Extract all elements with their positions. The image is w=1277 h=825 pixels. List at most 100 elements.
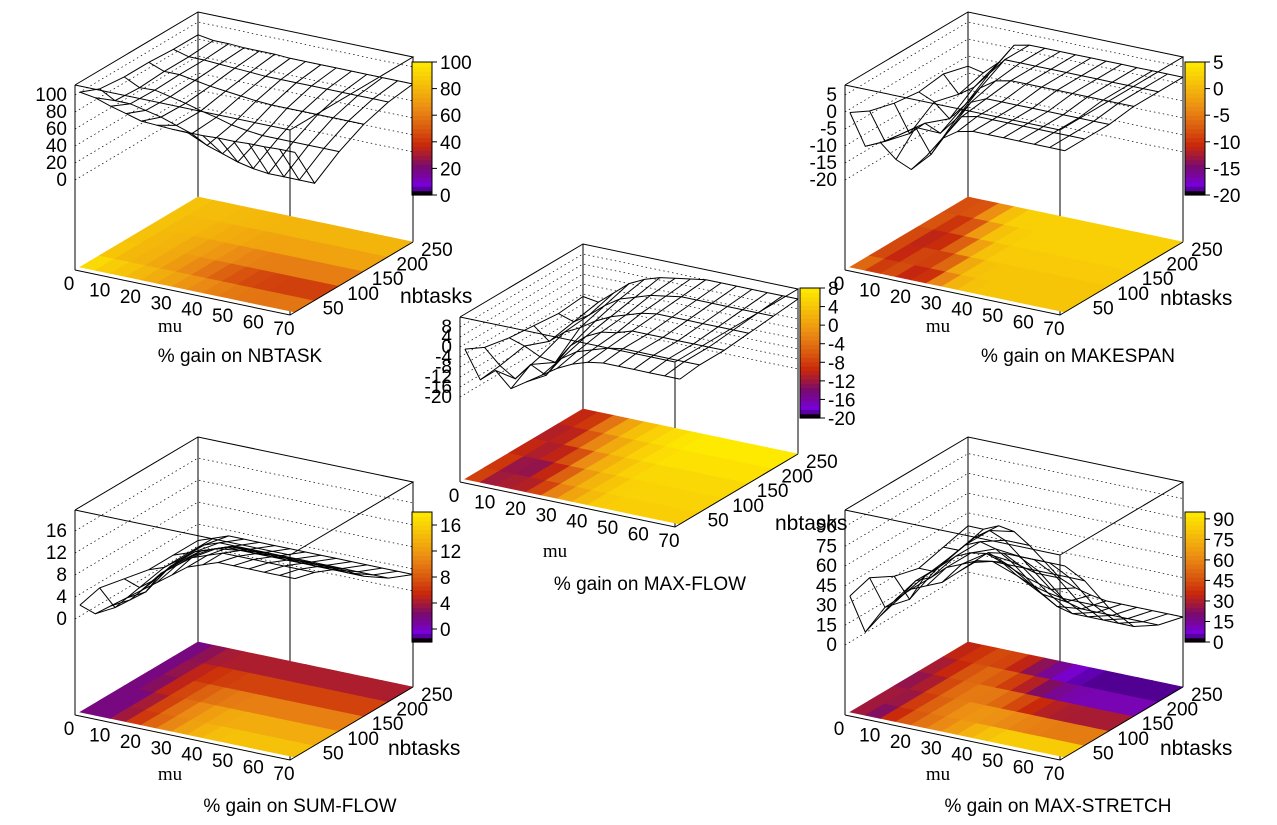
z-tick-label: 5 <box>826 85 837 106</box>
colorbar-segment <box>800 361 820 367</box>
y-tick-label: 250 <box>1191 685 1223 706</box>
colorbar-tick-label: 0 <box>440 186 451 207</box>
surface-line <box>880 62 1000 144</box>
x-tick-label: 20 <box>505 499 526 520</box>
colorbar-tick-label: 60 <box>440 106 461 127</box>
x-tick-label: 40 <box>181 745 202 766</box>
surface-line <box>1003 63 1122 139</box>
z-grid-line <box>844 492 1184 567</box>
y-tick-label: 200 <box>781 467 813 488</box>
colorbar-segment <box>412 512 432 517</box>
colorbar-segment <box>412 538 432 543</box>
colorbar-segment <box>1185 564 1205 569</box>
colorbar-segment <box>1185 572 1205 578</box>
z-grid-line <box>844 472 1184 547</box>
z-tick-label: 40 <box>46 136 67 157</box>
y-tick-label: 200 <box>396 700 428 721</box>
surface-line <box>911 539 1030 590</box>
colorbar-segment <box>412 62 432 68</box>
x-tick-label: 60 <box>1013 313 1034 334</box>
colorbar-segment <box>412 594 432 600</box>
colorbar-tick-label: 80 <box>440 80 461 101</box>
y-tick-label: 200 <box>1166 700 1198 721</box>
colorbar-segment <box>1185 598 1205 604</box>
colorbar-segment <box>412 616 432 621</box>
z-tick-label: -10 <box>810 136 837 157</box>
colorbar-tick-label: 40 <box>440 133 461 154</box>
colorbar-segment <box>800 296 820 302</box>
colorbar-segment <box>800 370 820 376</box>
surface-line <box>664 295 783 377</box>
surface-line <box>294 83 414 185</box>
colorbar-segment <box>1185 620 1205 626</box>
colorbar-segment <box>412 546 432 552</box>
y-tick-label: 150 <box>1142 714 1174 735</box>
colorbar-segment <box>1185 163 1205 169</box>
colorbar-segment <box>412 137 432 143</box>
colorbar-segment <box>412 97 432 103</box>
x-tick-label: 50 <box>982 306 1003 327</box>
colorbar-segment <box>1185 124 1205 130</box>
y-tick-label: 250 <box>421 685 453 706</box>
colorbar-segment <box>412 568 432 574</box>
panel-title: % gain on MAX-FLOW <box>554 574 746 595</box>
colorbar-segment <box>1185 542 1205 548</box>
colorbar-segment <box>1185 88 1205 94</box>
x-tick-label: 30 <box>151 738 172 759</box>
z-tick-label: 75 <box>816 536 837 557</box>
z-grid-line <box>459 293 799 368</box>
surface-line <box>156 545 275 584</box>
x-tick-label: 40 <box>566 512 587 533</box>
colorbar-segment <box>800 374 820 380</box>
colorbar-segment <box>412 141 432 147</box>
colorbar-segment <box>800 335 820 341</box>
surface-line <box>972 57 1092 132</box>
colorbar-segment <box>800 314 820 319</box>
z-grid-line <box>459 253 799 328</box>
z-grid-line <box>74 501 414 576</box>
z-tick-label: -16 <box>425 377 452 398</box>
colorbar-segment <box>1185 128 1205 134</box>
z-tick-label: -20 <box>425 387 452 408</box>
surface-line <box>849 552 1066 634</box>
z-grid-line <box>459 313 799 388</box>
y-tick-label: 200 <box>396 255 428 276</box>
surface-line <box>602 282 722 364</box>
surface-line <box>926 548 1045 587</box>
colorbar-frame <box>411 61 433 196</box>
colorbar-segment <box>1185 141 1205 147</box>
colorbar-tick-label: 8 <box>828 279 839 300</box>
colorbar-segment <box>1185 533 1205 539</box>
colorbar-segment <box>1185 551 1205 556</box>
z-tick-label: 0 <box>56 609 67 630</box>
z-grid-line <box>844 55 1184 130</box>
z-tick-label: 12 <box>46 543 67 564</box>
colorbar-segment <box>1185 132 1205 138</box>
colorbar-segment <box>1185 119 1205 125</box>
colorbar-segment <box>412 611 432 617</box>
colorbar-segment <box>800 348 820 354</box>
colorbar-segment <box>800 353 820 358</box>
z-tick-label: 4 <box>441 327 452 348</box>
colorbar-segment <box>412 168 432 174</box>
colorbar-segment <box>800 409 820 415</box>
surface-line <box>541 277 661 376</box>
colorbar-segment <box>412 637 432 643</box>
colorbar-tick-label: 0 <box>1213 633 1224 654</box>
colorbar-segment <box>1185 546 1205 552</box>
x-tick-label: 10 <box>859 725 880 746</box>
colorbar-segment <box>412 603 432 608</box>
colorbar-segment <box>1185 594 1205 600</box>
x-tick-label: 0 <box>449 486 460 507</box>
surface-line <box>217 67 337 163</box>
colorbar-segment <box>1185 568 1205 574</box>
colorbar-segment <box>1185 607 1205 613</box>
colorbar-segment <box>412 84 432 90</box>
z-tick-label: 8 <box>56 565 67 586</box>
surface-line <box>495 292 615 380</box>
colorbar-segment <box>412 555 432 561</box>
colorbar-segment <box>412 190 432 196</box>
z-grid-line <box>844 72 1184 147</box>
z-grid-line <box>459 323 799 398</box>
